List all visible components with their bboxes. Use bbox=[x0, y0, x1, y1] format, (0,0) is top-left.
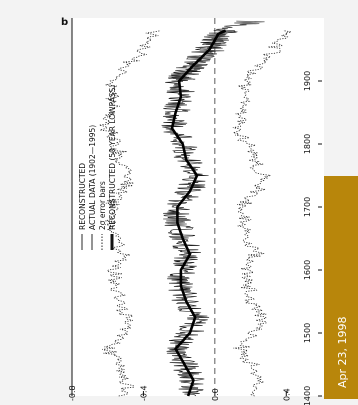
series-group bbox=[99, 20, 292, 397]
y-tick-label: 0.4 bbox=[282, 388, 291, 401]
y-tick-label: 0.0 bbox=[211, 388, 220, 401]
x-axis: 1400 1500 1600 1700 1800 1900 bbox=[303, 71, 322, 405]
legend-entry-error-bars: 2σ error bars bbox=[98, 181, 107, 250]
date-badge: Apr 23, 1998 bbox=[324, 176, 358, 399]
legend: RECONSTRUCTED ACTUAL DATA (1902—1995) 2σ… bbox=[78, 85, 117, 250]
legend-entry-reconstructed: RECONSTRUCTED bbox=[78, 163, 87, 250]
legend-label: RECONSTRUCTED (50 YEAR LOWPASS) bbox=[108, 85, 117, 230]
legend-entry-actual-data: ACTUAL DATA (1902—1995) bbox=[88, 125, 97, 250]
legend-label: ACTUAL DATA (1902—1995) bbox=[88, 125, 97, 230]
legend-label: RECONSTRUCTED bbox=[78, 163, 87, 230]
x-tick-label: 1800 bbox=[303, 134, 312, 154]
plot-frame bbox=[71, 18, 324, 396]
x-tick-label: 1700 bbox=[303, 197, 312, 217]
x-tick-label: 1600 bbox=[303, 260, 312, 280]
y-tick-label: -0.8 bbox=[68, 385, 77, 401]
x-tick-label: 1400 bbox=[303, 386, 312, 405]
x-tick-label: 1500 bbox=[303, 323, 312, 343]
legend-label: 2σ error bars bbox=[98, 181, 107, 230]
lowpass-line bbox=[170, 29, 227, 397]
error-bar-upper bbox=[232, 30, 292, 397]
y-tick-label: -0.4 bbox=[139, 385, 148, 401]
date-badge-text: Apr 23, 1998 bbox=[336, 316, 349, 388]
legend-entry-lowpass: RECONSTRUCTED (50 YEAR LOWPASS) bbox=[108, 85, 117, 250]
panel-label: b bbox=[61, 17, 68, 28]
x-tick-label: 1900 bbox=[303, 71, 312, 91]
reconstructed-line bbox=[161, 30, 237, 397]
